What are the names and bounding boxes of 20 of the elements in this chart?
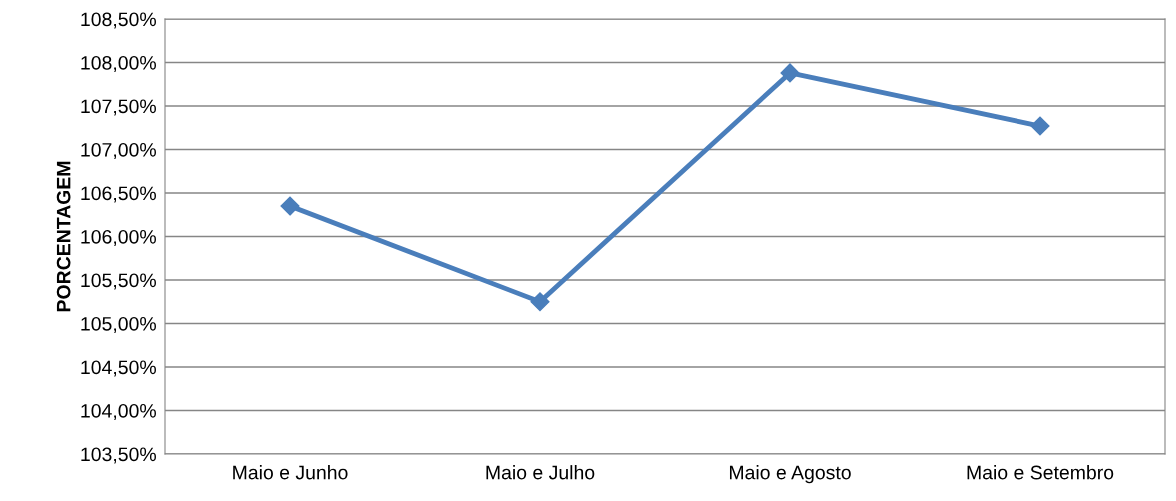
- y-tick-label: 108,50%: [81, 12, 156, 29]
- x-tick-label: Maio e Junho: [233, 465, 348, 480]
- y-tick-label: 106,50%: [81, 186, 156, 203]
- point: [280, 196, 300, 216]
- y-tick-label: 107,00%: [81, 142, 156, 160]
- x-tick-label: Maio e Setembro: [967, 465, 1114, 480]
- y-axis-title: PORCENTAGEM: [56, 161, 71, 312]
- point: [780, 63, 800, 83]
- y-tick-label: 104,50%: [81, 360, 156, 377]
- point: [1030, 116, 1050, 136]
- x-tick-label: Maio e Julho: [486, 465, 595, 480]
- y-tick-label: 105,00%: [81, 316, 156, 334]
- y-tick-label: 105,50%: [81, 273, 156, 290]
- y-tick-label: 108,00%: [81, 55, 156, 73]
- y-tick-label: 107,50%: [81, 99, 156, 116]
- point: [530, 292, 550, 312]
- x-tick-label: Maio e Agosto: [729, 465, 851, 484]
- y-tick-label: 104,00%: [81, 403, 156, 421]
- y-tick-label: 103,50%: [81, 447, 156, 464]
- y-tick-label: 106,00%: [81, 229, 156, 247]
